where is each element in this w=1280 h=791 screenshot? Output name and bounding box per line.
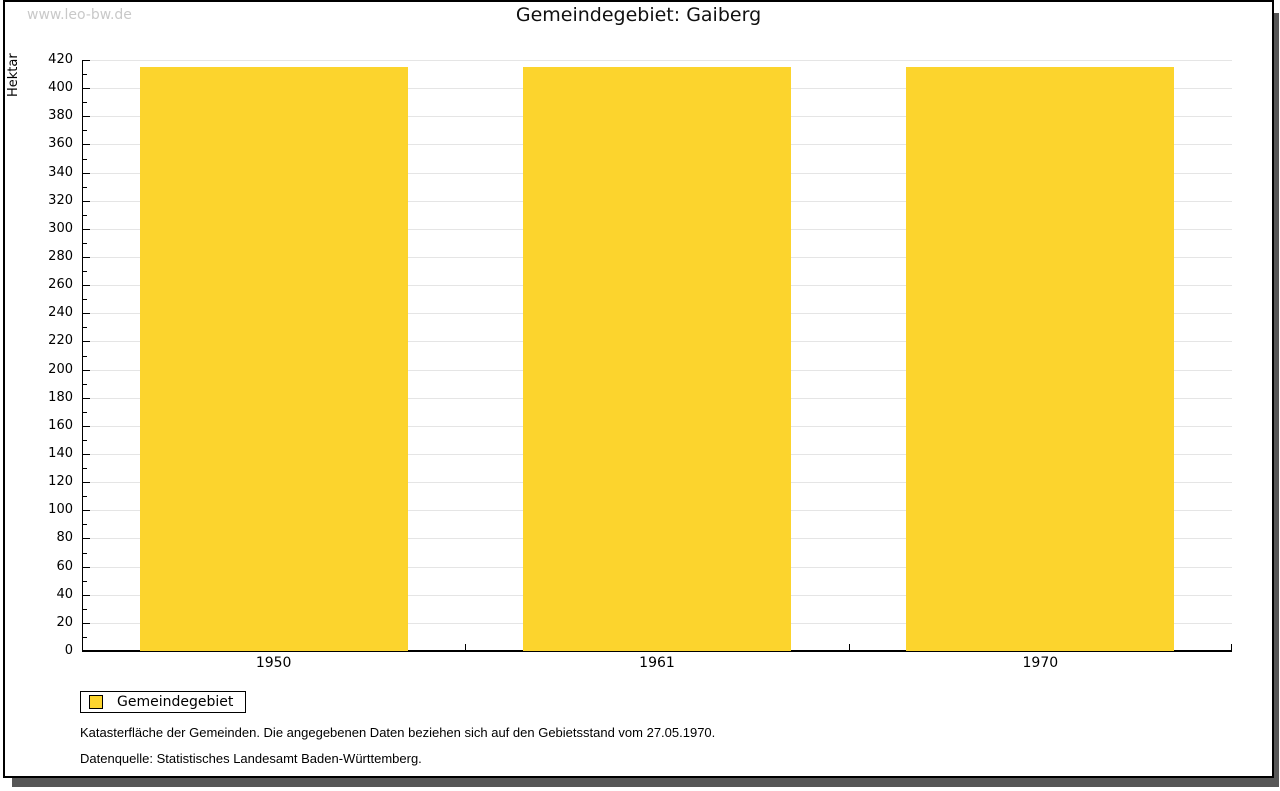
y-axis-tick [83, 425, 90, 427]
y-axis-tick [83, 74, 87, 76]
y-axis-tick [83, 594, 90, 596]
y-axis-tick-label: 100 [48, 502, 73, 518]
y-axis-tick-label: 180 [48, 389, 73, 405]
y-axis-tick [83, 496, 87, 498]
x-axis-line [82, 650, 1232, 652]
y-axis-tick [83, 285, 90, 287]
y-axis-tick-label: 320 [48, 192, 73, 208]
y-axis-tick [83, 524, 87, 526]
y-axis-tick-label: 80 [56, 530, 73, 546]
y-axis-tick-label: 280 [48, 249, 73, 264]
watermark: www.leo-bw.de [27, 7, 132, 23]
y-axis-tick [83, 313, 90, 315]
y-axis-tick-label: 160 [48, 417, 73, 433]
y-axis-line [82, 60, 83, 651]
y-axis-tick-label: 120 [48, 474, 73, 490]
y-axis-tick [83, 411, 87, 413]
y-axis-tick-label: 140 [48, 446, 73, 461]
y-axis-tick [83, 439, 87, 441]
y-axis-tick-label: 60 [56, 558, 73, 574]
bar-1970 [906, 67, 1175, 651]
y-axis-tick-label: 220 [48, 333, 73, 349]
y-axis-tick-label: 380 [48, 108, 73, 124]
y-axis-tick [83, 228, 90, 230]
x-axis-tick-label: 1961 [639, 655, 675, 671]
y-axis-tick [83, 468, 87, 470]
legend-label: Gemeindegebiet [117, 694, 234, 710]
y-axis-tick [83, 552, 87, 554]
y-axis-tick [83, 538, 90, 540]
y-axis-tick [83, 299, 87, 301]
y-axis-tick-label: 240 [48, 305, 73, 321]
y-axis-tick [83, 608, 87, 610]
x-axis-tick [848, 644, 850, 651]
y-axis-tick [83, 158, 87, 160]
x-axis-tick [465, 644, 467, 651]
bar-1961 [522, 67, 792, 651]
bar-1950 [139, 67, 408, 651]
gridline [83, 60, 1232, 61]
y-axis-tick [83, 369, 90, 371]
y-axis-tick [83, 88, 90, 90]
y-axis-tick-label: 360 [48, 136, 73, 152]
y-axis-title: Hektar [6, 53, 21, 97]
y-axis-tick [83, 397, 90, 399]
y-axis-tick [83, 580, 87, 582]
y-axis-tick [83, 60, 90, 61]
y-axis-tick [83, 200, 90, 202]
y-axis-tick [83, 651, 90, 652]
x-axis-tick-label: 1970 [1022, 655, 1059, 671]
y-axis-tick [83, 383, 87, 385]
y-axis-tick [83, 172, 90, 174]
y-axis-tick [83, 271, 87, 273]
plot-area: 0 20 40 60 80 100 120 140 160 180 200 220 240 260 280 3… [48, 53, 1232, 671]
footnote-source-note: Katasterfläche der Gemeinden. Die angege… [80, 725, 716, 740]
legend-swatch [89, 695, 103, 709]
y-axis-tick [83, 622, 90, 624]
x-axis-tick-label: 1950 [255, 655, 292, 671]
y-axis-tick [83, 355, 87, 357]
x-axis-end-tick [1231, 644, 1232, 651]
y-axis-tick [83, 510, 90, 512]
chart-frame: www.leo-bw.de Gemeindegebiet: Gaiberg He… [3, 0, 1274, 778]
y-axis-tick [83, 186, 87, 188]
footnote-data-source: Datenquelle: Statistisches Landesamt Bad… [80, 751, 422, 766]
y-axis-tick [83, 257, 90, 258]
y-axis-tick-label: 40 [56, 586, 73, 602]
y-axis-tick [83, 341, 90, 343]
y-axis-tick-label: 200 [48, 361, 73, 377]
y-axis-tick [83, 102, 87, 104]
y-axis-tick [83, 144, 90, 146]
y-axis-tick [83, 482, 90, 484]
y-axis-tick-label: 400 [48, 80, 73, 96]
y-axis-tick [83, 566, 90, 568]
y-axis-tick [83, 454, 90, 455]
y-axis-tick-label: 260 [48, 277, 73, 293]
y-axis-tick [83, 116, 90, 118]
y-axis-tick-label: 20 [56, 614, 73, 630]
y-axis-tick [83, 327, 87, 329]
y-axis-tick [83, 636, 87, 638]
legend: Gemeindegebiet [80, 691, 247, 713]
y-axis-tick [83, 242, 87, 244]
y-axis-tick [83, 130, 87, 132]
y-axis-tick-label: 300 [48, 220, 73, 236]
chart-title: Gemeindegebiet: Gaiberg [515, 4, 762, 26]
y-axis-tick-label: 420 [48, 52, 73, 67]
y-axis-tick [83, 214, 87, 216]
y-axis-tick-label: 0 [64, 643, 73, 658]
y-axis-tick-label: 340 [48, 164, 73, 180]
